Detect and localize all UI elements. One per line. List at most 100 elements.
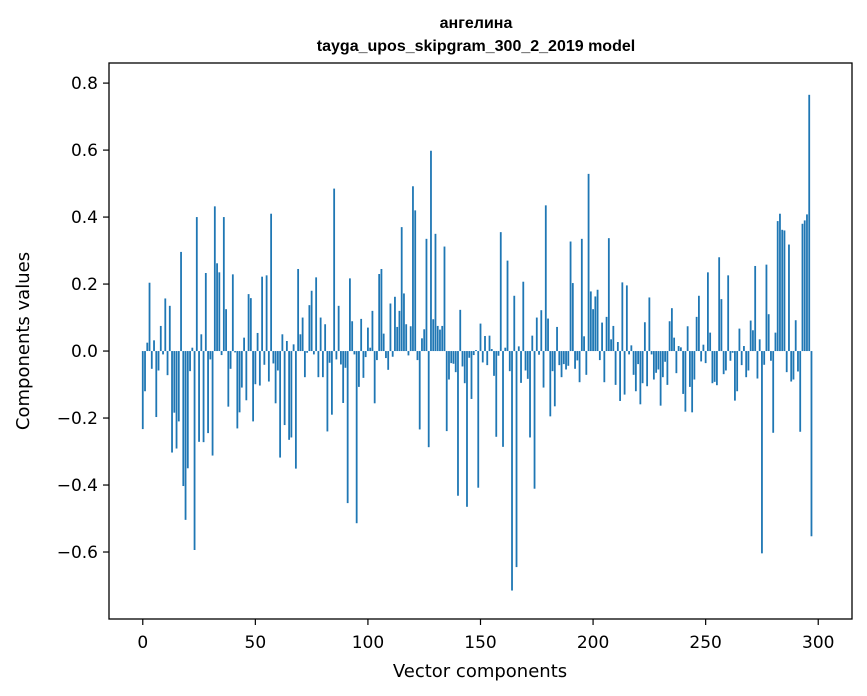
bar: [585, 351, 588, 375]
bar: [596, 289, 599, 352]
bar: [761, 351, 763, 554]
bar: [274, 351, 277, 404]
bar: [344, 351, 347, 368]
bar: [788, 244, 790, 352]
bar: [355, 351, 358, 524]
bar: [754, 265, 757, 352]
bar: [418, 351, 421, 430]
bar: [659, 351, 662, 406]
bar: [173, 351, 176, 413]
bar: [803, 220, 806, 352]
bar: [385, 351, 387, 359]
bar: [371, 310, 374, 352]
bar: [303, 351, 306, 378]
bar: [756, 351, 759, 379]
bar: [229, 351, 232, 369]
bar: [312, 351, 315, 355]
bar: [162, 351, 164, 355]
bar: [808, 94, 811, 352]
bar: [630, 345, 633, 352]
bar: [373, 351, 376, 404]
bar: [517, 346, 520, 352]
bar: [412, 186, 414, 352]
bar: [601, 322, 603, 352]
y-axis-label: Components values: [13, 252, 34, 430]
bar: [166, 351, 169, 376]
bar: [481, 351, 484, 363]
bar: [718, 257, 721, 352]
bar: [155, 351, 158, 418]
bar: [389, 303, 392, 352]
bar: [315, 277, 318, 352]
bar: [752, 330, 754, 352]
bar: [682, 351, 685, 394]
bar: [540, 310, 543, 352]
bar: [218, 272, 221, 352]
x-tick-label: 150: [464, 633, 496, 653]
bar: [580, 238, 583, 352]
bar: [677, 346, 680, 352]
bar: [567, 351, 570, 366]
bar: [583, 336, 585, 352]
x-axis: 0 50 100 150 200 250 300: [137, 619, 834, 653]
bar: [207, 351, 209, 434]
bar: [652, 351, 655, 380]
bar: [544, 205, 547, 352]
bar: [261, 276, 263, 352]
bar: [252, 351, 254, 422]
bar: [189, 351, 191, 372]
bar: [639, 351, 642, 405]
bar: [790, 351, 793, 382]
bar: [693, 351, 696, 380]
bar: [614, 351, 617, 385]
bar: [691, 351, 694, 413]
bar: [245, 351, 248, 401]
bar: [382, 333, 385, 352]
bar: [772, 351, 775, 433]
y-tick-label: 0.4: [71, 208, 98, 228]
bar: [403, 293, 405, 352]
bar: [547, 318, 549, 352]
bar: [646, 351, 649, 387]
bar: [729, 351, 732, 361]
bar: [700, 351, 703, 362]
bar: [369, 347, 372, 352]
bar: [605, 316, 608, 352]
bar: [797, 351, 799, 372]
bar: [499, 232, 502, 352]
bar: [643, 322, 646, 352]
bar: [146, 342, 149, 352]
bar: [297, 268, 300, 352]
bar: [450, 351, 453, 364]
bar: [144, 351, 146, 392]
bar: [801, 223, 804, 352]
bar: [198, 351, 200, 442]
bar: [529, 351, 531, 438]
bar: [637, 351, 640, 365]
bar: [508, 351, 511, 372]
bar: [709, 332, 712, 352]
bar: [740, 351, 743, 366]
bar: [711, 351, 714, 384]
y-tick-label: 0.6: [71, 141, 98, 161]
bar: [353, 351, 356, 355]
bar: [407, 351, 410, 356]
bar: [256, 332, 259, 352]
bar: [670, 308, 673, 352]
bar: [236, 351, 239, 429]
bar: [765, 264, 768, 352]
bar: [634, 351, 637, 392]
x-tick-label: 200: [577, 633, 609, 653]
bar: [576, 351, 579, 361]
bar: [553, 351, 556, 407]
bar: [292, 344, 295, 352]
bar: [571, 283, 574, 352]
bar: [686, 326, 689, 352]
bar: [249, 298, 252, 352]
bar: [722, 351, 725, 375]
bar: [191, 347, 194, 352]
bar: [434, 233, 437, 352]
bar: [234, 351, 236, 353]
bar: [436, 325, 439, 352]
bar: [679, 347, 682, 352]
